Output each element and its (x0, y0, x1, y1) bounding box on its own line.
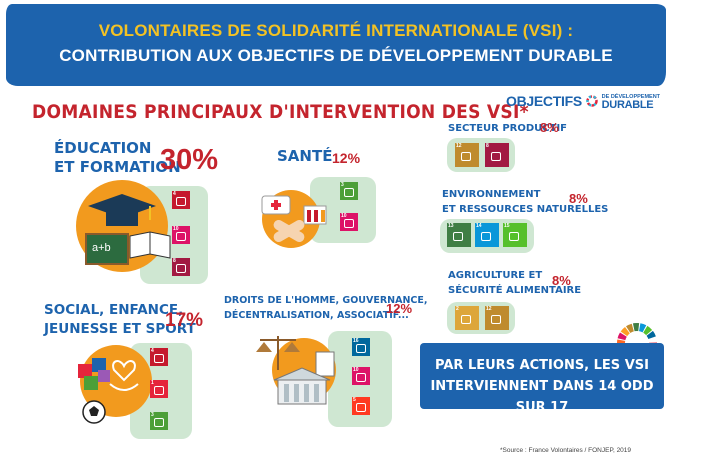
sdg-tile-number: 4 (151, 348, 154, 354)
header-title-line1: VOLONTAIRES DE SOLIDARITÉ INTERNATIONALE… (98, 21, 574, 40)
education-percent: 30% (160, 144, 219, 176)
sdg-tile-number: 10 (341, 213, 347, 219)
sdg-tile-agriculture-0: 2 (455, 306, 479, 330)
environnement-percent: 8% (569, 191, 588, 206)
agriculture-label: AGRICULTURE ET SÉCURITÉ ALIMENTAIRE (448, 268, 581, 298)
sdg-tile-number: 8 (173, 258, 176, 264)
sdg-tile-productif-1: 8 (485, 143, 509, 167)
sdg-tile-number: 3 (341, 182, 344, 188)
droits-label: DROITS DE L'HOMME, GOUVERNANCE, DÉCENTRA… (224, 293, 428, 323)
sdg-tile-number: 12 (486, 306, 492, 312)
sdg-tile-number: 1 (151, 380, 154, 386)
sdg-tile-number: 5 (353, 397, 356, 403)
sdg-tile-number: 13 (448, 223, 454, 229)
education-label-line2: ET FORMATION (54, 158, 181, 176)
first-aid-kit-icon (261, 195, 327, 242)
environnement-label-line2: ET RESSOURCES NATURELLES (442, 204, 609, 215)
sdg-tile-number: 10 (173, 226, 179, 232)
scales-building-icon (256, 336, 335, 405)
environnement-label-line1: ENVIRONNEMENT (442, 189, 541, 200)
graduation-cap-icon (85, 194, 171, 265)
productif-percent: 8% (540, 120, 559, 135)
education-label: ÉDUCATION ET FORMATION (54, 139, 181, 177)
sdg-tile-environnement-0: 13 (447, 223, 471, 247)
productif-label: SECTEUR PRODUCTIF (448, 123, 567, 134)
sante-label: SANTÉ (277, 147, 333, 165)
sdg-tile-education-1: 10 (172, 226, 190, 244)
conclusion-line1: PAR LEURS ACTIONS, LES VSI (435, 358, 649, 373)
sdg-tile-droits-1: 10 (352, 367, 370, 385)
social-label-line2: JEUNESSE ET SPORT (44, 321, 196, 337)
education-label-line1: ÉDUCATION (54, 139, 152, 157)
social-percent: 17% (165, 310, 204, 331)
sdg-tile-droits-2: 5 (352, 397, 370, 415)
odd-logo-small: DE DÉVELOPPEMENT (601, 94, 661, 100)
sdg-tile-number: 4 (173, 191, 176, 197)
sdg-tile-number: 3 (151, 412, 154, 418)
sdg-tile-number: 8 (486, 143, 489, 149)
odd-logo-word2: DURABLE (601, 99, 654, 111)
sdg-tile-number: 12 (456, 143, 462, 149)
conclusion-line2: INTERVIENNENT DANS 14 ODD SUR 17 (430, 379, 654, 415)
droits-label-line2: DÉCENTRALISATION, ASSOCIATIF... (224, 310, 409, 321)
sdg-tile-number: 10 (353, 367, 359, 373)
sdg-tile-social-0: 4 (150, 348, 168, 366)
odd-logo: OBJECTIFS DE DÉVELOPPEMENT DURABLE (506, 93, 660, 111)
agriculture-label-line2: SÉCURITÉ ALIMENTAIRE (448, 285, 582, 296)
sdg-tile-number: 2 (456, 306, 459, 312)
header-banner: VOLONTAIRES DE SOLIDARITÉ INTERNATIONALE… (6, 4, 666, 86)
sdg-tile-agriculture-1: 12 (485, 306, 509, 330)
droits-percent: 12% (386, 301, 413, 316)
agriculture-percent: 8% (552, 273, 571, 288)
sdg-tile-number: 14 (476, 223, 482, 229)
environnement-label: ENVIRONNEMENT ET RESSOURCES NATURELLES (442, 187, 608, 217)
odd-logo-word1: OBJECTIFS (506, 93, 582, 109)
sdg-tile-productif-0: 12 (455, 143, 479, 167)
puzzle-heart-ball-icon (78, 358, 139, 424)
sdg-tile-environnement-2: 15 (503, 223, 527, 247)
social-label-line1: SOCIAL, ENFANCE, (44, 302, 184, 318)
sdg-tile-social-2: 3 (150, 412, 168, 430)
sdg-tile-sante-0: 3 (340, 182, 358, 200)
social-label: SOCIAL, ENFANCE, JEUNESSE ET SPORT (44, 301, 196, 339)
sdg-tile-education-2: 8 (172, 258, 190, 276)
section-title: DOMAINES PRINCIPAUX D'INTERVENTION DES V… (32, 101, 529, 123)
sdg-tile-number: 15 (504, 223, 510, 229)
sdg-tile-number: 16 (353, 338, 359, 344)
sdg-tile-sante-1: 10 (340, 213, 358, 231)
sdg-tile-social-1: 1 (150, 380, 168, 398)
source-note: *Source : France Volontaires / FONJEP, 2… (500, 447, 632, 454)
conclusion-box: PAR LEURS ACTIONS, LES VSI INTERVIENNENT… (420, 343, 664, 415)
sante-percent: 12% (332, 150, 361, 166)
sdg-tile-environnement-1: 14 (475, 223, 499, 247)
header-title-line2: CONTRIBUTION AUX OBJECTIFS DE DÉVELOPPEM… (59, 46, 613, 65)
droits-label-line1: DROITS DE L'HOMME, GOUVERNANCE, (224, 295, 428, 306)
odd-wheel-icon (586, 95, 598, 107)
sdg-tile-droits-0: 16 (352, 338, 370, 356)
abc-board-text: a+b (92, 242, 111, 254)
agriculture-label-line1: AGRICULTURE ET (448, 270, 543, 281)
sdg-tile-education-0: 4 (172, 191, 190, 209)
